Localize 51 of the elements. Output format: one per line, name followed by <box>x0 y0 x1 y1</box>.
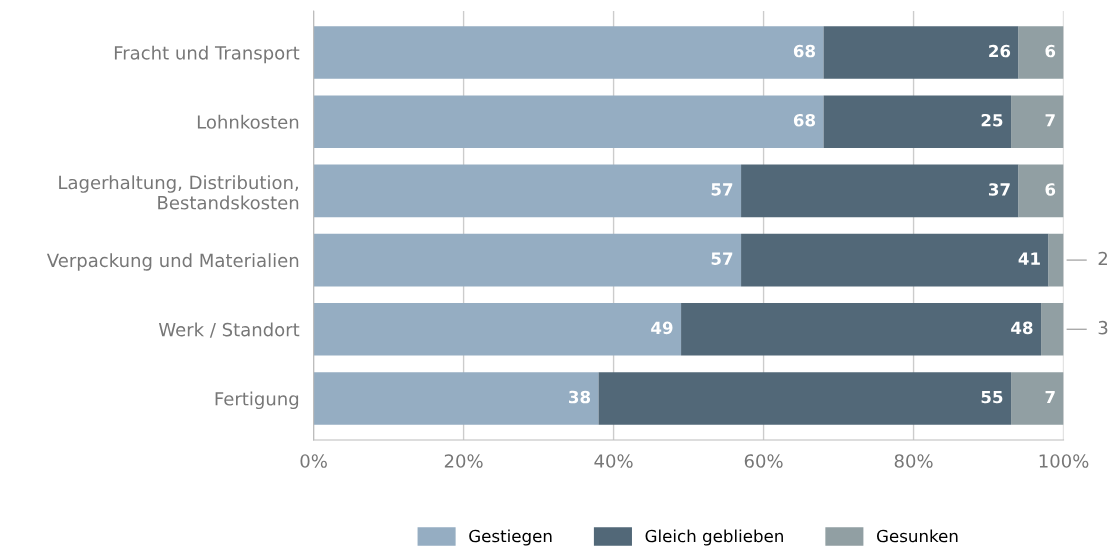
y-tick-label: Lagerhaltung, Distribution, Bestandskosten <box>59 175 299 210</box>
data-label: 6 <box>1045 44 1056 58</box>
x-tick-label: 40% <box>594 454 633 468</box>
bar <box>1011 95 1064 148</box>
bar <box>1018 26 1064 79</box>
legend-label: Gleich geblieben <box>645 529 783 546</box>
data-label: 38 <box>569 390 591 404</box>
data-label: 49 <box>651 321 673 335</box>
bar <box>823 95 1012 148</box>
y-tick-label: Fertigung <box>215 391 299 410</box>
x-tick-label: 100% <box>1039 454 1089 468</box>
bar <box>598 372 1012 425</box>
data-label: 68 <box>793 113 816 127</box>
x-tick-label: 80% <box>894 454 933 468</box>
x-tick-label: 0% <box>300 454 327 468</box>
bar <box>741 233 1049 287</box>
bar <box>1018 164 1064 218</box>
bar <box>823 26 1019 79</box>
data-label: 57 <box>711 252 733 265</box>
y-tick-label: Werk / Standort <box>158 322 300 338</box>
bar <box>313 164 742 218</box>
bar <box>313 303 682 356</box>
data-label: 68 <box>793 44 816 58</box>
data-label: 6 <box>1045 183 1056 196</box>
data-label: 55 <box>981 390 1003 404</box>
data-label: 25 <box>981 113 1003 127</box>
data-label: 26 <box>989 44 1011 58</box>
y-tick-label: Lohnkosten <box>197 114 299 129</box>
bar <box>1011 372 1064 425</box>
x-tick-label: 20% <box>444 454 483 468</box>
bar <box>313 26 824 79</box>
bar <box>741 164 1019 218</box>
bar <box>1041 303 1064 356</box>
data-label: 37 <box>988 183 1010 196</box>
bar <box>1048 233 1064 287</box>
data-label: 41 <box>1018 252 1040 265</box>
bar <box>313 233 742 287</box>
data-label: 7 <box>1045 114 1055 127</box>
bar <box>313 372 599 425</box>
x-tick-label: 60% <box>744 454 783 468</box>
data-label: 48 <box>1011 321 1033 335</box>
bar <box>681 303 1042 356</box>
bar <box>313 95 824 148</box>
y-tick-label: Fracht und Transport <box>114 45 300 64</box>
y-tick-label: Verpackung und Materialien <box>46 253 299 271</box>
data-label: 3 <box>1098 320 1108 335</box>
legend-label: Gestiegen <box>469 529 552 546</box>
legend-label: Gesunken <box>876 529 958 543</box>
data-label: 57 <box>711 183 733 196</box>
data-label: 2 <box>1098 251 1107 266</box>
data-label: 7 <box>1045 390 1055 404</box>
